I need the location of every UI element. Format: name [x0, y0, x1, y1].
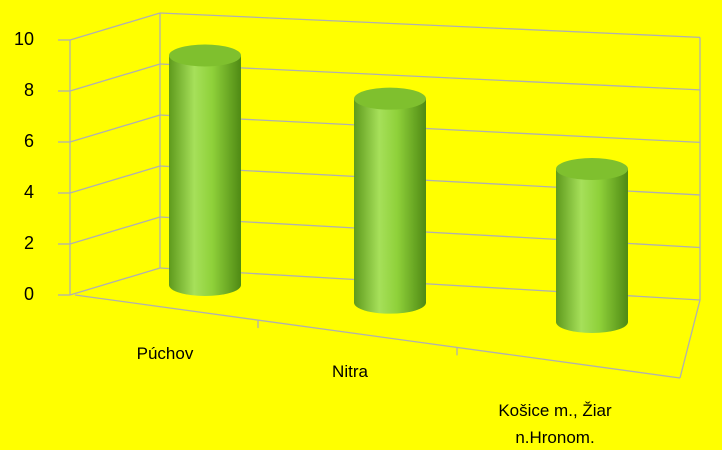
grid-line	[69, 63, 161, 92]
bar-part	[556, 157, 628, 180]
x-tick-label: Nitra	[332, 362, 368, 381]
floor-edge	[679, 299, 701, 379]
y-tick-label: 4	[24, 182, 34, 202]
grid-line	[159, 12, 701, 38]
y-tick-label: 6	[24, 131, 34, 151]
bar-part	[556, 168, 628, 333]
bar	[556, 157, 628, 333]
bar-part	[354, 87, 426, 110]
y-tick-label: 8	[24, 80, 34, 100]
bar-part	[169, 44, 241, 67]
bar	[354, 87, 426, 314]
bar-part	[354, 98, 426, 314]
grid-line	[69, 165, 161, 194]
y-tick-label: 2	[24, 233, 34, 253]
x-tick-label: Púchov	[136, 344, 194, 363]
floor-edge	[74, 294, 681, 379]
grid-line	[159, 63, 701, 91]
grid-line	[69, 216, 161, 245]
x-tick-label: Košice m., Žiar n.Hronom.	[498, 401, 612, 447]
bar	[169, 44, 241, 296]
y-tick-label: 0	[24, 284, 34, 304]
grid-line	[69, 267, 161, 296]
bar-part	[169, 55, 241, 296]
y-tick-label: 10	[14, 29, 34, 49]
grid-line	[159, 114, 701, 144]
grid-line	[69, 12, 161, 41]
grid-line	[69, 114, 161, 143]
